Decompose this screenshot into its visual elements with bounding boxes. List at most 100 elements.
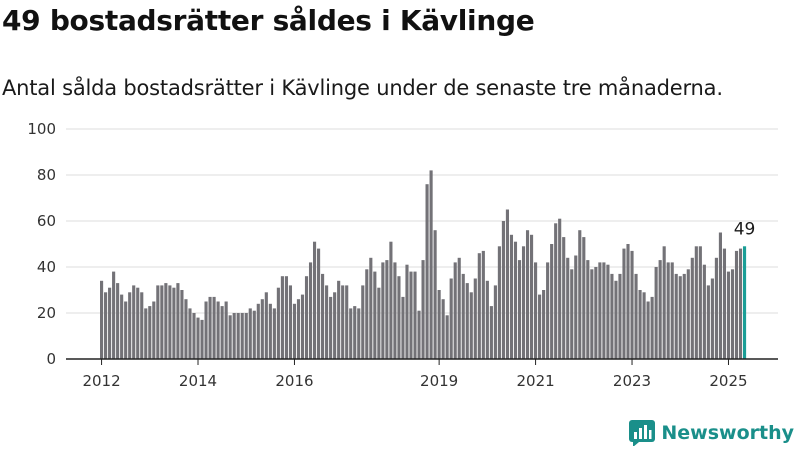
bar: [152, 301, 156, 359]
bar: [738, 248, 743, 359]
bar: [630, 250, 634, 359]
y-tick-label: 40: [37, 258, 56, 276]
bar: [148, 306, 152, 359]
bar: [473, 278, 477, 359]
bar: [501, 221, 505, 359]
bar: [224, 301, 228, 359]
bar: [538, 294, 542, 359]
axes: 2012 2014 2016 2019 2021 2023 2025: [66, 358, 778, 390]
bar: [650, 296, 654, 359]
bar: [638, 290, 642, 359]
bar: [485, 280, 489, 359]
bar: [280, 276, 284, 359]
bar: [710, 278, 714, 359]
bar: [606, 264, 610, 359]
bar: [268, 303, 272, 359]
bar: [534, 262, 538, 359]
bar: [542, 290, 546, 359]
bar: [686, 269, 690, 359]
bar: [292, 303, 297, 359]
bar: [260, 299, 264, 359]
bar: [413, 271, 417, 359]
bar: [674, 273, 678, 359]
bar: [124, 301, 128, 359]
bar: [662, 246, 666, 359]
bar-latest: [742, 246, 747, 359]
bar: [353, 306, 357, 359]
bar: [120, 294, 124, 359]
bar: [112, 271, 116, 359]
bar: [365, 269, 369, 359]
bar: [236, 313, 240, 359]
bar: [417, 310, 421, 359]
y-tick-label: 0: [46, 350, 56, 368]
bar: [325, 285, 329, 359]
bar: [196, 317, 200, 359]
bar: [168, 285, 172, 359]
bar: [566, 257, 570, 359]
bar: [164, 283, 168, 359]
bar: [188, 308, 192, 359]
bar: [248, 308, 252, 359]
bar: [457, 257, 461, 359]
bar: [393, 262, 397, 359]
bar: [489, 306, 493, 359]
bar: [718, 232, 722, 359]
bar: [256, 303, 260, 359]
bar: [100, 280, 104, 359]
bar: [216, 301, 220, 359]
latest-value-label: 49: [734, 219, 756, 239]
y-tick-label: 60: [37, 212, 56, 230]
brand: Newsworthy: [629, 418, 794, 448]
bar: [706, 285, 710, 359]
bar: [618, 273, 622, 359]
bar: [590, 269, 594, 359]
bar: [594, 267, 598, 359]
bar: [477, 253, 481, 359]
bar: [525, 230, 530, 359]
bar: [176, 283, 180, 359]
bar: [252, 310, 256, 359]
y-tick-label: 80: [37, 166, 56, 184]
bar: [582, 237, 586, 359]
bar: [570, 269, 574, 359]
y-tick-label: 100: [27, 120, 56, 138]
bar: [682, 273, 686, 359]
x-tick-label: 2021: [516, 372, 554, 390]
bar: [690, 257, 694, 359]
bar: [574, 255, 578, 359]
bar: [610, 273, 614, 359]
x-tick-label: 2019: [420, 372, 458, 390]
bar: [108, 287, 112, 359]
bar: [598, 262, 602, 359]
bar: [562, 237, 566, 359]
bar: [240, 313, 244, 359]
bar: [264, 292, 268, 359]
bar: [634, 273, 638, 359]
x-tick-label: 2025: [709, 372, 747, 390]
bar: [116, 283, 120, 359]
bar: [421, 260, 425, 359]
bar: [441, 299, 445, 359]
bar: [405, 264, 409, 359]
bar: [212, 296, 216, 359]
bar: [349, 308, 353, 359]
bar: [730, 269, 735, 359]
bar: [156, 285, 160, 359]
bar: [296, 299, 301, 359]
bar: [160, 285, 164, 359]
x-tick-label: 2023: [613, 372, 651, 390]
bar: [276, 287, 280, 359]
bar: [104, 292, 108, 359]
bar: [493, 285, 497, 359]
bar: [726, 271, 731, 359]
bar: [437, 290, 441, 359]
x-tick-label: 2016: [275, 372, 313, 390]
bar: [321, 273, 325, 359]
bar: [369, 257, 373, 359]
bar: [550, 244, 554, 359]
bar: [409, 271, 413, 359]
bar: [654, 267, 658, 359]
bar: [192, 313, 196, 359]
bar: [449, 278, 453, 359]
